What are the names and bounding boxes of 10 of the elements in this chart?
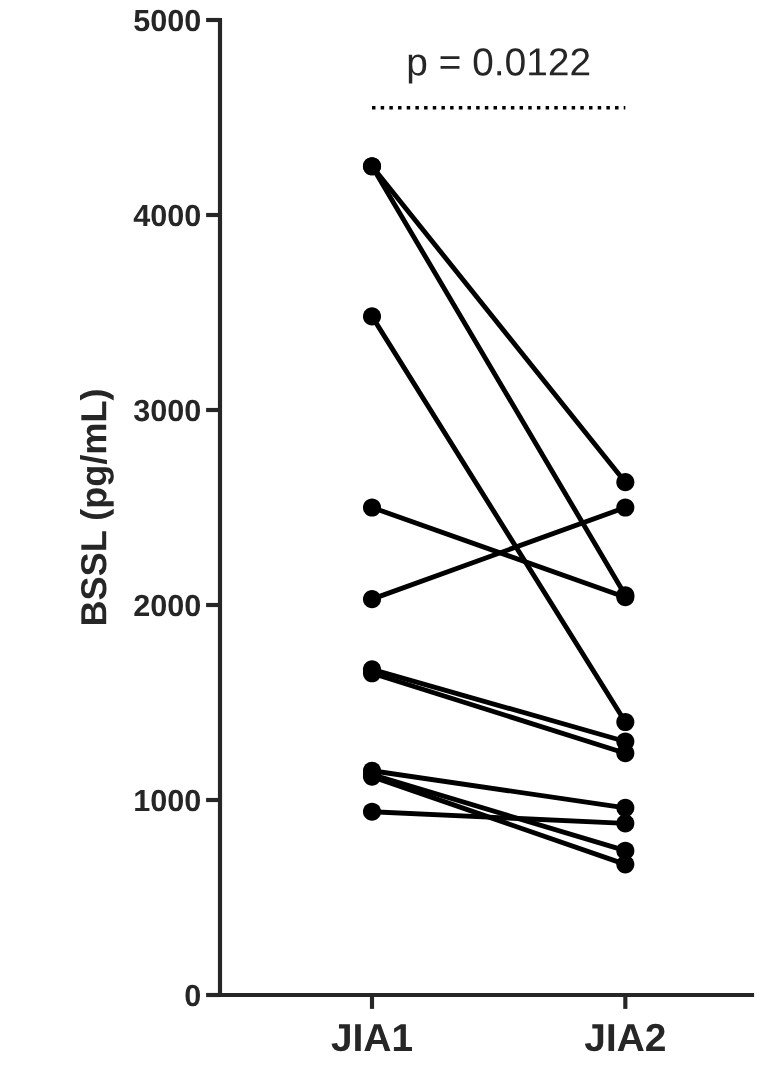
y-tick-label: 4000 [133, 204, 200, 227]
x-tick-label: JIA2 [584, 1023, 665, 1052]
y-tick-label: 0 [185, 984, 200, 1007]
x-tick-label: JIA1 [331, 1024, 412, 1052]
y-tick-label: 2000 [134, 594, 200, 617]
y-axis-title: BSSL (pg/mL) [80, 390, 114, 625]
y-tick-label: 5000 [134, 9, 200, 32]
y-tick-label: 1000 [135, 789, 200, 812]
y-tick-label: 3000 [133, 399, 200, 422]
annotation: p = 0.0122 [408, 48, 590, 84]
